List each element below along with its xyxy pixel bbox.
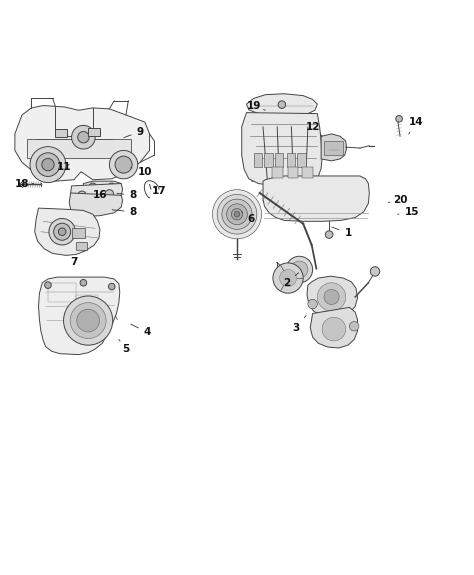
Circle shape [280,270,297,286]
Circle shape [109,283,115,290]
Circle shape [217,194,257,234]
Circle shape [109,151,138,179]
Text: 1: 1 [332,227,352,238]
Bar [76,294,98,309]
Polygon shape [310,308,357,348]
Polygon shape [15,106,150,181]
Text: 5: 5 [119,339,129,354]
Circle shape [78,191,86,200]
Circle shape [227,204,247,225]
Polygon shape [71,183,123,204]
Circle shape [77,309,100,332]
Circle shape [72,125,95,149]
Ellipse shape [284,183,350,214]
Polygon shape [307,276,357,318]
Bar [27,139,131,158]
Circle shape [273,263,303,293]
Circle shape [324,289,339,305]
Circle shape [36,153,60,177]
Text: 19: 19 [246,101,265,110]
Text: 16: 16 [93,190,107,200]
Bar [275,153,283,167]
Circle shape [30,147,66,183]
Bar [55,129,67,137]
Bar [88,128,100,136]
Circle shape [322,317,346,341]
Text: 2: 2 [283,273,299,288]
Text: 7: 7 [70,256,78,266]
Text: 6: 6 [242,212,255,224]
Circle shape [291,261,308,278]
Bar [48,283,76,302]
Text: 10: 10 [131,167,152,177]
Circle shape [325,231,333,239]
Circle shape [64,296,113,345]
Circle shape [54,223,71,240]
Circle shape [308,300,318,309]
Text: 17: 17 [152,186,166,196]
Circle shape [108,183,116,191]
Text: 11: 11 [57,162,72,172]
Polygon shape [242,113,322,185]
Circle shape [349,321,359,331]
Polygon shape [321,134,346,161]
Circle shape [45,282,51,289]
Text: 3: 3 [292,316,306,333]
Circle shape [58,228,66,236]
Bar [72,228,85,238]
Text: 12: 12 [305,122,322,136]
Text: 18: 18 [15,178,34,189]
Polygon shape [69,193,123,217]
Text: 9: 9 [124,126,144,137]
Bar [298,153,306,167]
Bar [302,167,313,178]
Bar [273,167,283,178]
Circle shape [278,101,286,108]
Ellipse shape [292,186,343,211]
Bar [288,167,299,178]
Polygon shape [38,277,120,355]
Circle shape [286,256,313,283]
Text: 20: 20 [388,195,407,205]
Polygon shape [83,181,121,191]
Polygon shape [263,176,369,221]
Circle shape [234,212,240,217]
Circle shape [231,209,243,220]
Circle shape [396,116,402,122]
Text: 8: 8 [112,207,137,217]
Circle shape [42,159,54,171]
Circle shape [70,302,106,339]
Circle shape [212,190,262,239]
Circle shape [370,267,380,276]
Circle shape [105,190,114,198]
Circle shape [80,279,87,286]
Bar [264,153,273,167]
Text: 14: 14 [409,117,424,134]
Circle shape [115,156,132,173]
Bar [254,153,262,167]
Bar [324,141,343,155]
Text: 8: 8 [117,190,137,200]
Polygon shape [35,208,100,255]
Bar [287,153,295,167]
Circle shape [78,132,89,143]
Circle shape [318,283,346,311]
Text: 15: 15 [398,207,419,217]
Bar [76,242,87,250]
Text: 4: 4 [131,324,151,338]
Circle shape [49,218,75,245]
Circle shape [222,199,252,229]
Circle shape [89,183,97,191]
Polygon shape [246,94,318,115]
